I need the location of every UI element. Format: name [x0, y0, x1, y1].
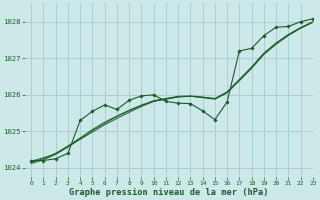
X-axis label: Graphe pression niveau de la mer (hPa): Graphe pression niveau de la mer (hPa)	[69, 188, 269, 197]
